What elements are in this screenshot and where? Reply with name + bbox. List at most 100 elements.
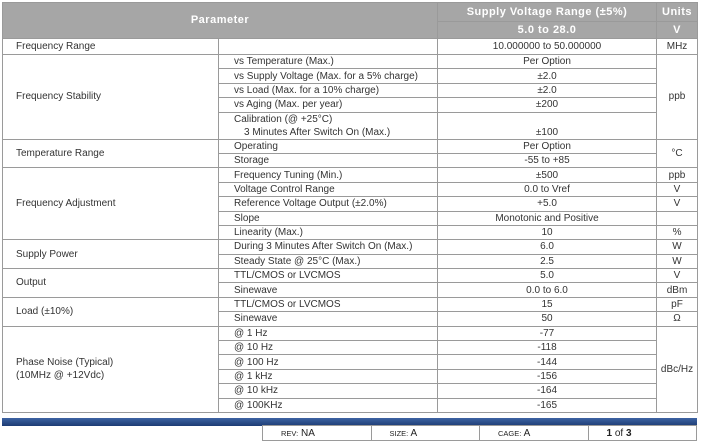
table-row: @ 10 kHz -164 (3, 383, 698, 399)
text-line: Sinewave (234, 313, 278, 325)
value-cell: 10 (437, 224, 658, 241)
page-number: 1 (606, 427, 613, 439)
value-cell: 0.0 to 6.0 (437, 282, 658, 298)
text-line: Linearity (Max.) (234, 227, 303, 239)
condition-cell: @ 1 Hz (217, 325, 439, 342)
condition-cell: Slope (217, 210, 439, 226)
text-line: Phase Noise (Typical) (16, 357, 114, 369)
value-cell: 6.0 (437, 239, 658, 255)
footer-cell: SIZE: A (370, 425, 480, 441)
condition-cell: TTL/CMOS or LVCMOS (217, 296, 439, 313)
value-cell: -118 (437, 340, 658, 356)
table-row: Phase Noise (Typical) (10MHz @ +12Vdc) @ 1… (2, 325, 699, 413)
table-row: Supply Power During 3 Minutes After Switc… (2, 239, 699, 270)
unit-cell: W (656, 239, 699, 255)
condition-cell: Frequency Tuning (Min.) (217, 167, 439, 183)
unit-cell (656, 210, 699, 226)
text-line: @ 10 Hz (234, 342, 274, 354)
unit-cell: V (656, 268, 699, 284)
text-line: @ 1 Hz (234, 327, 268, 339)
value-cell: Monotonic and Positive (437, 210, 658, 226)
table-row: Storage -55 to +85 (3, 152, 698, 169)
value: NA (301, 427, 315, 439)
table-row: Slope Monotonic and Positive (3, 210, 699, 226)
parameter-cell: Output (2, 268, 219, 298)
value-cell: ±2.0 (437, 82, 658, 99)
text-line: Frequency Stability (16, 91, 102, 103)
spec-table: Parameter Supply Voltage Range (±5%) Uni… (1, 2, 699, 413)
value-cell: 10.000000 to 50.000000 (437, 38, 658, 55)
text-line: Frequency Range (16, 41, 96, 52)
table-row: Voltage Control Range 0.0 to Vref V (3, 181, 699, 198)
value-cell: +5.0 (437, 196, 658, 212)
value-cell: -165 (437, 397, 658, 413)
condition-cell (217, 38, 439, 55)
footer-cell: 1 of 3 (587, 425, 697, 441)
header-cell: V (656, 21, 699, 39)
text-line: vs Load (Max. for a 10% charge) (234, 84, 380, 96)
unit-cell: ppb (656, 54, 699, 140)
text-line: During 3 Minutes After Switch On (Max.) (234, 241, 413, 253)
unit-cell: % (656, 224, 699, 241)
unit-cell: °C (656, 138, 699, 169)
value-cell: 50 (437, 311, 658, 327)
text-line: TTL/CMOS or LVCMOS (234, 270, 341, 282)
condition-cell: vs Aging (Max. per year) (217, 97, 439, 113)
table-row: @ 100KHz -165 (3, 397, 698, 413)
footer-row: REV: NA SIZE: A CAGE: A 1 of 3 (262, 425, 697, 441)
condition-cell: Storage (217, 152, 439, 169)
text-line: Steady State @ 25°C (Max.) (234, 255, 361, 267)
text-line: Frequency Adjustment (16, 198, 116, 210)
condition-cell: Steady State @ 25°C (Max.) (217, 253, 439, 270)
value-cell: 2.5 (437, 253, 658, 270)
header-row: Parameter Supply Voltage Range (±5%) Uni… (1, 2, 699, 39)
header-cell: Supply Voltage Range (±5%) (437, 2, 658, 22)
unit-cell: dBc/Hz (656, 325, 699, 413)
parameter-cell: Frequency Stability (2, 54, 219, 140)
condition-cell: Linearity (Max.) (217, 224, 439, 241)
text-line: Storage (234, 155, 270, 167)
text-line: Frequency Tuning (Min.) (234, 169, 343, 181)
condition-cell: Operating (217, 138, 439, 154)
text-line: (10MHz @ +12Vdc) (16, 370, 105, 382)
table-row: Linearity (Max.) 10% (3, 224, 699, 241)
condition-cell: Sinewave (217, 282, 439, 298)
label: SIZE: (389, 428, 409, 438)
unit-cell: Ω (656, 311, 699, 327)
value-cell: -156 (437, 368, 658, 385)
table-row: vs Aging (Max. per year) ±200 (3, 97, 698, 113)
condition-cell: During 3 Minutes After Switch On (Max.) (217, 239, 439, 255)
header-cell: 5.0 to 28.0 (437, 21, 658, 39)
table-body: Frequency Range 10.000000 to 50.000000 MHz… (2, 38, 699, 413)
condition-cell: @ 100 Hz (217, 354, 439, 370)
text-line: Calibration (@ +25°C) (234, 113, 333, 125)
label: CAGE: (498, 428, 522, 438)
value-cell: -144 (437, 354, 658, 370)
condition-cell: vs Load (Max. for a 10% charge) (217, 82, 439, 99)
table-row: Frequency Adjustment Frequency Tuning (Mi… (2, 167, 699, 241)
value-cell: 15 (437, 296, 658, 313)
value-cell: ±100 (437, 111, 658, 140)
text-line: @ 100 Hz (234, 356, 279, 368)
text-line: vs Temperature (Max.) (234, 56, 334, 68)
text-line: Voltage Control Range (234, 183, 335, 195)
table-row: @ 10 Hz -118 (3, 340, 698, 356)
page-total: 3 (625, 427, 632, 439)
table-row: Temperature Range Operating Per Option °C (2, 138, 699, 169)
table-row: Frequency Stability vs Temperature (Max.)… (2, 53, 699, 140)
header-row: 5.0 to 28.0 V (3, 21, 699, 39)
table-row: @ 100 Hz -144 (3, 354, 698, 370)
footer-table: REV: NA SIZE: A CAGE: A 1 of 3 (262, 425, 697, 441)
text-line: Sinewave (234, 284, 278, 296)
table-row: Load (±10%) TTL/CMOS or LVCMOS 15 pF (2, 296, 699, 327)
value-cell: ±200 (437, 97, 658, 113)
condition-cell: vs Supply Voltage (Max. for a 5% charge) (217, 68, 439, 84)
text-line: @ 10 kHz (234, 385, 279, 397)
parameter-cell: Frequency Range (2, 38, 219, 55)
condition-cell: @ 1 kHz (217, 368, 439, 385)
value-cell: ±2.0 (437, 68, 658, 84)
table-row: Frequency Range 10.000000 to 50.000000 MHz (2, 38, 699, 55)
label: of (614, 427, 624, 439)
condition-cell: Sinewave (217, 311, 439, 327)
